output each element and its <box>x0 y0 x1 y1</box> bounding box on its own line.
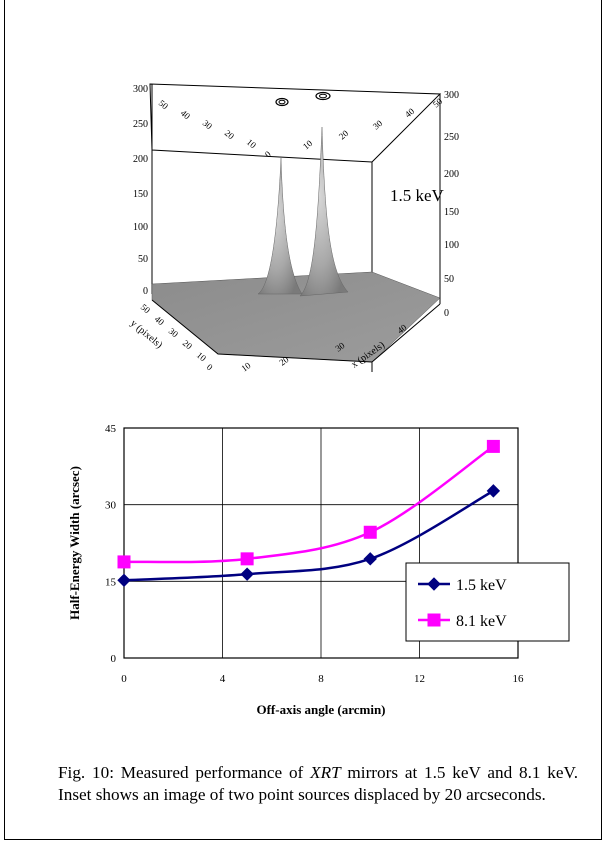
base-edge <box>151 299 441 363</box>
y-tick-label: 0 <box>111 653 117 665</box>
x-tick-label: 0 <box>121 673 127 685</box>
legend-label-1: 8.1 keV <box>456 613 507 630</box>
x-tick-label: 16 <box>513 673 525 685</box>
inset-energy-label: 1.5 keV <box>390 186 445 205</box>
z-tick-right-150: 150 <box>444 207 459 218</box>
z-tick-left-0: 0 <box>143 286 148 297</box>
series-point-1 <box>363 525 377 539</box>
series-point-0 <box>117 573 131 588</box>
y-tick-40: 40 <box>153 314 167 328</box>
z-tick-left-300: 300 <box>133 84 148 95</box>
x-axis-label: Off-axis angle (arcmin) <box>256 702 385 717</box>
x-tick-label: 12 <box>414 673 425 685</box>
series-point-1 <box>117 555 131 569</box>
top-tick-front-0: 0 <box>263 149 273 160</box>
y-tick-0: 0 <box>205 362 215 373</box>
z-tick-right-200: 200 <box>444 169 459 180</box>
hew-line-chart: 0 4 8 12 16 0 15 30 45 Off-axis angle (arcmin) H… <box>67 423 570 717</box>
y-tick-10: 10 <box>195 350 209 364</box>
z-tick-left-250: 250 <box>133 119 148 130</box>
legend-marker-0 <box>427 577 441 591</box>
legend-box <box>405 562 570 642</box>
x-tick-label: 4 <box>220 673 226 685</box>
z-tick-right-250: 250 <box>444 132 459 143</box>
z-axis-right: 300 250 200 150 100 50 0 <box>444 90 459 319</box>
y-tick-30: 30 <box>167 326 181 340</box>
figure-frame <box>4 0 602 840</box>
y-tick-50: 50 <box>139 302 153 316</box>
y-tick-label: 30 <box>105 500 117 512</box>
contour-marks <box>275 91 331 107</box>
series-line-0 <box>123 489 494 582</box>
z-tick-left-150: 150 <box>133 189 148 200</box>
series-point-0 <box>363 552 377 566</box>
y-axis-label: Half-Energy Width (arcsec) <box>67 466 82 620</box>
x-tick-10: 10 <box>239 360 253 374</box>
series-point-0 <box>486 484 501 498</box>
x-tick-label: 8 <box>318 673 324 685</box>
series-point-1 <box>486 439 500 453</box>
y-tick-20: 20 <box>181 338 195 352</box>
legend-marker-1 <box>427 613 441 627</box>
peak-right <box>299 126 349 297</box>
z-tick-right-50: 50 <box>444 274 454 285</box>
z-axis-left: 300 250 200 150 100 50 0 <box>133 84 148 297</box>
series-line-1 <box>123 445 495 564</box>
chart-series <box>117 439 501 588</box>
z-tick-right-100: 100 <box>444 240 459 251</box>
inset-surface-plot: 300 250 200 150 100 50 0 300 250 200 150… <box>128 83 459 374</box>
y-tick-label: 45 <box>105 423 117 435</box>
figure-caption: Fig. 10: Measured performance of XRT mir… <box>58 762 578 806</box>
legend-label-0: 1.5 keV <box>456 577 507 594</box>
y-tick-label: 15 <box>105 576 117 588</box>
caption-italic: XRT <box>310 763 341 782</box>
caption-prefix: Fig. 10: Measured performance of <box>58 763 311 782</box>
peak-left <box>257 157 303 295</box>
top-plane <box>149 83 442 163</box>
z-tick-right-0: 0 <box>444 308 449 319</box>
z-tick-left-50: 50 <box>138 254 148 265</box>
z-tick-left-100: 100 <box>133 222 148 233</box>
z-tick-right-300: 300 <box>444 90 459 101</box>
z-tick-left-200: 200 <box>133 154 148 165</box>
caption-suffix: mirrors at 1.5 keV and 8.1 keV. Inset sh… <box>58 763 579 804</box>
series-point-0 <box>240 567 254 581</box>
chart-legend: 1.5 keV 8.1 keV <box>405 562 570 642</box>
series-point-1 <box>240 552 254 566</box>
chart-tick-labels: 0 4 8 12 16 0 15 30 45 <box>105 423 524 685</box>
